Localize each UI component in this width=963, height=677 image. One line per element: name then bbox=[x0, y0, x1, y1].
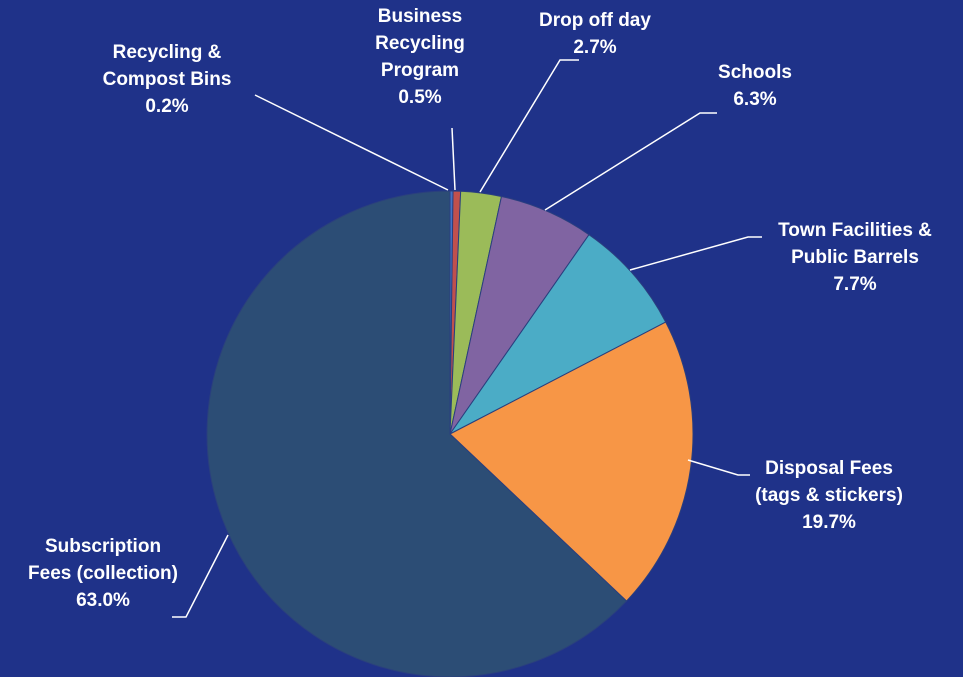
slice-percent-label: 63.0% bbox=[76, 590, 130, 611]
leader-line-5 bbox=[687, 459, 750, 476]
slice-category-label: Subscription bbox=[45, 536, 161, 557]
slice-label-2: Drop off day 2.7% bbox=[539, 10, 651, 58]
leader-line-2 bbox=[479, 59, 579, 193]
slice-category-label: Program bbox=[381, 60, 459, 81]
pie-slice-4 bbox=[449, 233, 667, 435]
leader-line-1 bbox=[451, 127, 456, 191]
slice-category-label: Drop off day bbox=[539, 10, 651, 31]
pie-slice-5 bbox=[449, 321, 694, 602]
slice-label-5: Disposal Fees (tags & stickers) 19.7% bbox=[755, 458, 903, 533]
slice-percent-label: 19.7% bbox=[802, 512, 856, 533]
slice-category-label: (tags & stickers) bbox=[755, 485, 903, 506]
slice-category-label: Compost Bins bbox=[103, 69, 232, 90]
leader-line-6 bbox=[172, 534, 229, 618]
leader-line-0 bbox=[254, 94, 449, 191]
slice-category-label: Fees (collection) bbox=[28, 563, 178, 584]
slice-percent-label: 0.2% bbox=[145, 96, 188, 117]
slice-label-1: Business Recycling Program 0.5% bbox=[375, 6, 465, 108]
slice-percent-label: 6.3% bbox=[733, 89, 776, 110]
slice-category-label: Recycling & bbox=[113, 42, 222, 63]
slice-category-label: Schools bbox=[718, 62, 792, 83]
leader-line-3 bbox=[544, 112, 717, 211]
slice-percent-label: 2.7% bbox=[573, 37, 616, 58]
slice-category-label: Public Barrels bbox=[791, 247, 919, 268]
slice-percent-label: 0.5% bbox=[398, 87, 441, 108]
pie-slice-6 bbox=[206, 190, 628, 677]
slice-label-6: Subscription Fees (collection) 63.0% bbox=[28, 536, 178, 611]
slice-percent-label: 7.7% bbox=[833, 274, 876, 295]
slice-label-0: Recycling & Compost Bins 0.2% bbox=[103, 42, 232, 117]
leader-line-4 bbox=[629, 236, 762, 271]
slice-category-label: Town Facilities & bbox=[778, 220, 932, 241]
slice-label-4: Town Facilities & Public Barrels 7.7% bbox=[778, 220, 932, 295]
slice-category-label: Recycling bbox=[375, 33, 465, 54]
slice-category-label: Business bbox=[378, 6, 462, 27]
slice-label-3: Schools 6.3% bbox=[718, 62, 792, 110]
slice-category-label: Disposal Fees bbox=[765, 458, 893, 479]
